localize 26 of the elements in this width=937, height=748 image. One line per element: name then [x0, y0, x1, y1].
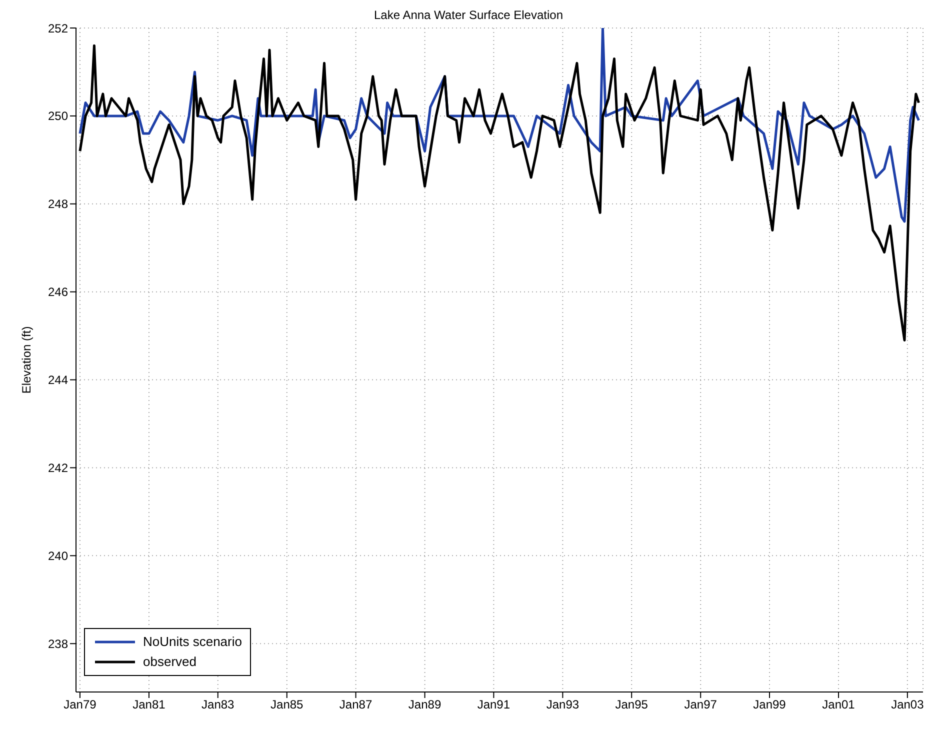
y-tick-label: 248 [48, 197, 68, 212]
x-tick-label: Jan87 [339, 698, 372, 712]
x-tick-label: Jan99 [753, 698, 786, 712]
y-tick-label: 250 [48, 109, 68, 124]
x-tick-label: Jan91 [477, 698, 510, 712]
y-tick-label: 244 [48, 373, 68, 388]
x-tick-label: Jan89 [408, 698, 442, 712]
x-tick-label: Jan79 [64, 698, 97, 712]
x-tick-label: Jan93 [546, 698, 580, 712]
x-tick-label: Jan81 [132, 698, 166, 712]
y-tick-label: 240 [48, 548, 68, 563]
line-series [78, 44, 920, 342]
chart-title: Lake Anna Water Surface Elevation [374, 8, 563, 22]
y-tick-label: 242 [48, 460, 68, 475]
legend-label: NoUnits scenario [143, 633, 242, 651]
x-tick-label: Jan03 [891, 698, 924, 712]
x-tick-label: Jan85 [270, 698, 304, 712]
legend-label: observed [143, 653, 196, 671]
x-tick-label: Jan97 [684, 698, 718, 712]
y-tick-label: 238 [48, 636, 68, 651]
x-tick-label: Jan83 [202, 698, 235, 712]
y-tick-label: 246 [48, 285, 68, 300]
x-tick-label: Jan01 [822, 698, 856, 712]
y-tick-label: 252 [48, 21, 68, 36]
x-tick-label: Jan95 [615, 698, 648, 712]
y-axis-title: Elevation (ft) [19, 326, 34, 394]
